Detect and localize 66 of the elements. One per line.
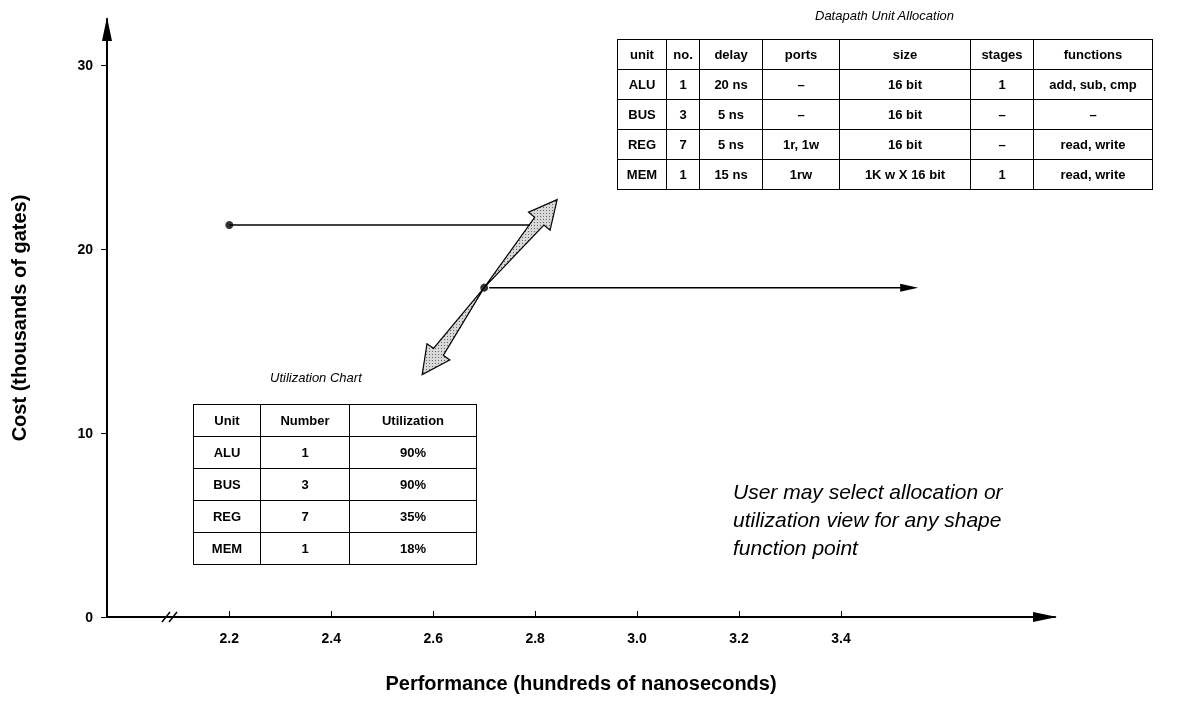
annotation: Utilization Chart	[270, 370, 362, 385]
y-tick-label: 30	[77, 57, 94, 73]
x-tick-label: 3.4	[831, 630, 851, 646]
annotation: 3	[260, 468, 350, 501]
annotation: 1rw	[762, 159, 840, 190]
annotation: 1	[666, 159, 700, 190]
x-tick-label: 2.4	[321, 630, 342, 646]
annotation: 1	[260, 436, 350, 469]
annotation: 1K w X 16 bit	[839, 159, 971, 190]
annotation: 16 bit	[839, 69, 971, 100]
annotation: Utilization	[349, 404, 477, 437]
y-axis-title: Cost (thousands of gates)	[8, 194, 30, 442]
annotation: Datapath Unit Allocation	[815, 8, 954, 23]
annotation: add, sub, cmp	[1033, 69, 1153, 100]
annotation: –	[970, 129, 1034, 160]
annotation: 3	[666, 99, 700, 130]
annotation: MEM	[193, 532, 261, 565]
y-tick-label: 0	[85, 609, 94, 625]
annotation: 1	[970, 69, 1034, 100]
y-tick-label: 20	[77, 241, 94, 257]
annotation: REG	[617, 129, 667, 160]
annotation: –	[970, 99, 1034, 130]
annotation: 5 ns	[699, 99, 763, 130]
annotation: 1	[666, 69, 700, 100]
annotation: REG	[193, 500, 261, 533]
annotation: stages	[970, 39, 1034, 70]
annotation: 15 ns	[699, 159, 763, 190]
annotation: 16 bit	[839, 129, 971, 160]
x-tick-label: 2.8	[525, 630, 546, 646]
annotation: 7	[666, 129, 700, 160]
annotation: 1	[260, 532, 350, 565]
annotation: –	[762, 69, 840, 100]
text: read, write	[1033, 129, 1153, 160]
annotation: size	[839, 39, 971, 70]
annotation: ALU	[193, 436, 261, 469]
annotation: 1	[970, 159, 1034, 190]
annotation: 20 ns	[699, 69, 763, 100]
annotation: unit	[617, 39, 667, 70]
x-axis-title: Performance (hundreds of nanoseconds)	[385, 672, 777, 694]
annotation: MEM	[617, 159, 667, 190]
annotation: BUS	[617, 99, 667, 130]
annotation: 90%	[349, 468, 477, 501]
annotation: 18%	[349, 532, 477, 565]
x-tick-label: 2.2	[219, 630, 240, 646]
annotation: 35%	[349, 500, 477, 533]
annotation: 7	[260, 500, 350, 533]
y-tick-label: 10	[77, 425, 94, 441]
annotation: Number	[260, 404, 350, 437]
text: functions	[1033, 39, 1153, 70]
annotation: no.	[666, 39, 700, 70]
x-tick-label: 3.0	[627, 630, 648, 646]
x-tick-label: 3.2	[729, 630, 749, 646]
annotation: 1r, 1w	[762, 129, 840, 160]
annotation: 5 ns	[699, 129, 763, 160]
text: –	[1033, 99, 1153, 130]
annotation: delay	[699, 39, 763, 70]
text: read, write	[1033, 159, 1153, 190]
annotation: ALU	[617, 69, 667, 100]
annotation: 90%	[349, 436, 477, 469]
annotation: BUS	[193, 468, 261, 501]
annotation: Unit	[193, 404, 261, 437]
annotation: User may select allocation or utilization view for any shape function point	[733, 479, 1004, 561]
x-tick-label: 2.6	[423, 630, 444, 646]
annotation: ports	[762, 39, 840, 70]
annotation: –	[762, 99, 840, 130]
annotation: 16 bit	[839, 99, 971, 130]
